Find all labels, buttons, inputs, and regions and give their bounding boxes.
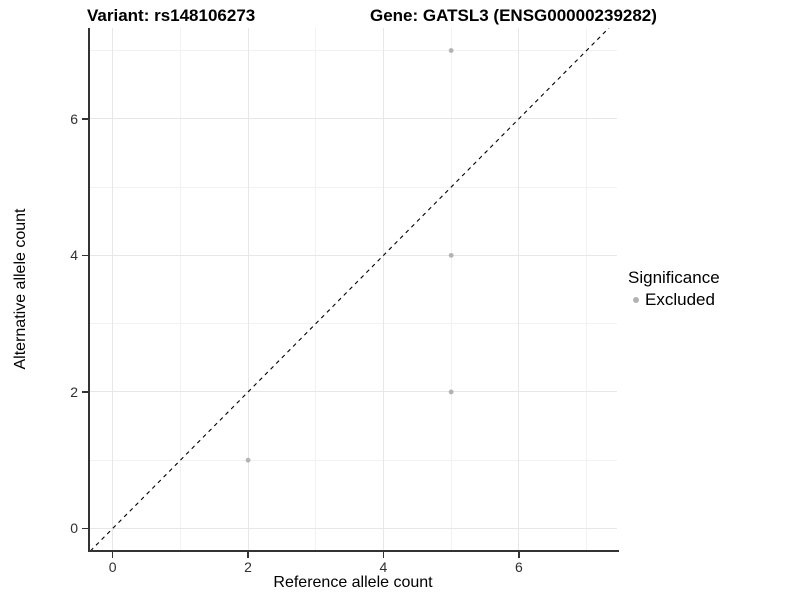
x-tick-label: 4 — [379, 559, 388, 575]
x-tick-mark — [382, 551, 385, 558]
x-tick-label: 6 — [514, 559, 523, 575]
y-major-gridline — [89, 391, 617, 393]
x-axis-line — [87, 549, 619, 552]
x-minor-gridline — [179, 28, 181, 551]
data-point — [448, 48, 454, 53]
legend-point-icon — [633, 296, 639, 303]
x-major-gridline — [518, 28, 520, 551]
x-major-gridline — [247, 28, 249, 551]
legend-item-label: Excluded — [645, 290, 715, 309]
y-major-gridline — [89, 527, 617, 529]
legend: Significance Excluded — [628, 268, 720, 309]
x-minor-gridline — [586, 28, 588, 551]
y-tick-label: 2 — [70, 383, 78, 400]
data-point — [245, 457, 251, 463]
x-tick-mark — [111, 551, 114, 558]
x-tick-mark — [247, 551, 249, 558]
y-tick-mark — [81, 254, 88, 257]
y-tick-label: 4 — [70, 247, 78, 264]
y-axis-line — [87, 28, 90, 552]
y-tick-label: 0 — [70, 520, 78, 537]
y-minor-gridline — [89, 459, 617, 461]
x-major-gridline — [112, 28, 114, 551]
x-tick-label: 0 — [108, 559, 117, 575]
legend-title: Significance — [628, 268, 720, 287]
data-point — [448, 252, 454, 258]
x-axis-title: Reference allele count — [273, 574, 433, 591]
y-minor-gridline — [89, 50, 617, 52]
y-major-gridline — [89, 254, 617, 256]
y-tick-mark — [81, 527, 88, 530]
plot-title-gene: Gene: GATSL3 (ENSG00000239282) — [370, 6, 657, 25]
data-point — [448, 389, 454, 395]
plot-panel — [89, 28, 617, 551]
x-tick-mark — [518, 551, 520, 558]
y-axis-title: Alternative allele count — [12, 208, 29, 370]
x-minor-gridline — [315, 28, 317, 551]
plot-canvas — [89, 28, 610, 551]
legend-item: Excluded — [628, 290, 720, 309]
y-tick-label: 6 — [70, 110, 78, 127]
y-tick-mark — [81, 118, 88, 120]
legend-items: Excluded — [628, 290, 720, 309]
plot-title-variant: Variant: rs148106273 — [87, 6, 256, 25]
x-tick-label: 2 — [244, 559, 252, 575]
y-major-gridline — [89, 118, 617, 120]
x-major-gridline — [382, 28, 384, 551]
y-tick-mark — [81, 391, 88, 393]
y-minor-gridline — [89, 323, 617, 325]
x-minor-gridline — [450, 28, 452, 551]
y-minor-gridline — [89, 186, 617, 188]
identity-dashed-line — [89, 28, 610, 551]
